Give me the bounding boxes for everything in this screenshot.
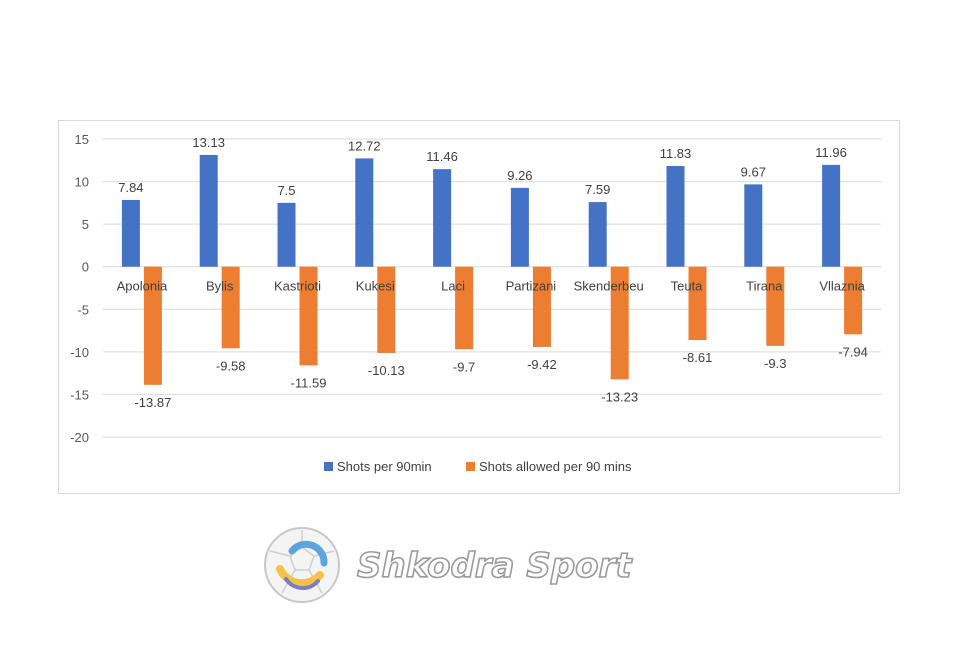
- legend-label: Shots per 90min: [337, 459, 432, 474]
- data-label: -9.3: [764, 356, 786, 371]
- legend-swatch-shots-allowed: [466, 462, 475, 471]
- bar-shots-per-90: [199, 154, 218, 267]
- data-label: -13.23: [601, 389, 638, 404]
- bar-shots-per-90: [666, 165, 685, 267]
- bar-shots-allowed: [221, 266, 240, 349]
- bar-chart: 15 10 5 0 -5 -10 -15 -20 7.84 -13.87 Apolonia 13.13…: [70, 132, 881, 474]
- data-label: 12.72: [348, 138, 381, 153]
- data-label: 7.59: [585, 182, 610, 197]
- data-label: -7.94: [838, 344, 868, 359]
- data-label: 11.83: [660, 146, 692, 161]
- bar-shots-allowed: [844, 266, 863, 335]
- category-label: Partizani: [506, 279, 557, 294]
- bar-shots-per-90: [822, 164, 841, 267]
- bar-shots-allowed: [377, 266, 396, 353]
- bar-shots-allowed: [143, 266, 162, 385]
- category-label: Teuta: [671, 279, 704, 294]
- data-label: 11.46: [426, 149, 458, 164]
- bar-shots-per-90: [588, 202, 607, 267]
- category-label: Tirana: [746, 279, 783, 294]
- data-label: -13.87: [134, 395, 171, 410]
- data-label: 7.84: [118, 180, 143, 195]
- bar-shots-allowed: [610, 266, 629, 380]
- y-tick-label: 10: [75, 175, 89, 190]
- soccer-ball-icon: [264, 527, 340, 603]
- bar-shots-allowed: [766, 266, 785, 346]
- bar-shots-allowed: [455, 266, 474, 350]
- shkodra-sport-logo: Shkodra Sport: [264, 527, 634, 603]
- y-tick-label: 5: [82, 217, 89, 232]
- category-label: Apolonia: [117, 279, 168, 294]
- data-label: 7.5: [277, 183, 295, 198]
- data-label: -9.58: [216, 358, 246, 373]
- data-label: -11.59: [291, 375, 327, 390]
- bar-shots-allowed: [688, 266, 707, 341]
- data-label: 9.67: [741, 164, 766, 179]
- bar-shots-per-90: [355, 158, 374, 267]
- y-tick-label: -10: [70, 345, 89, 360]
- data-label: 9.26: [507, 168, 532, 183]
- data-label: -9.42: [527, 357, 557, 372]
- category-label: Vllaznia: [819, 279, 865, 294]
- bar-shots-allowed: [532, 266, 551, 347]
- category-label: Skenderbeu: [574, 279, 644, 294]
- data-label: 11.96: [815, 145, 847, 160]
- bar-shots-per-90: [744, 184, 763, 267]
- logo-wordmark: Shkodra Sport: [357, 546, 633, 586]
- y-tick-label: 15: [75, 132, 89, 147]
- data-label: -9.7: [453, 359, 475, 374]
- category-label: Kastrioti: [274, 279, 321, 294]
- bar-shots-allowed: [299, 266, 318, 366]
- y-tick-label: -5: [77, 302, 89, 317]
- y-tick-label: -20: [70, 430, 89, 445]
- category-label: Kukesi: [356, 279, 395, 294]
- bar-shots-per-90: [277, 202, 296, 267]
- category-label: Laci: [441, 279, 465, 294]
- bar-shots-per-90: [510, 187, 529, 267]
- bar-shots-per-90: [433, 169, 452, 267]
- y-tick-label: 0: [82, 260, 89, 275]
- chart-area: 15 10 5 0 -5 -10 -15 -20 7.84 -13.87 Apolonia 13.13…: [58, 120, 900, 494]
- data-label: -8.61: [683, 350, 713, 365]
- data-label: -10.13: [368, 363, 405, 378]
- bar-shots-per-90: [121, 199, 140, 267]
- y-tick-label: -15: [70, 387, 89, 402]
- category-label: Bylis: [206, 279, 234, 294]
- legend-swatch-shots-per-90: [324, 462, 333, 471]
- data-label: 13.13: [192, 135, 225, 150]
- legend-label: Shots allowed per 90 mins: [479, 459, 632, 474]
